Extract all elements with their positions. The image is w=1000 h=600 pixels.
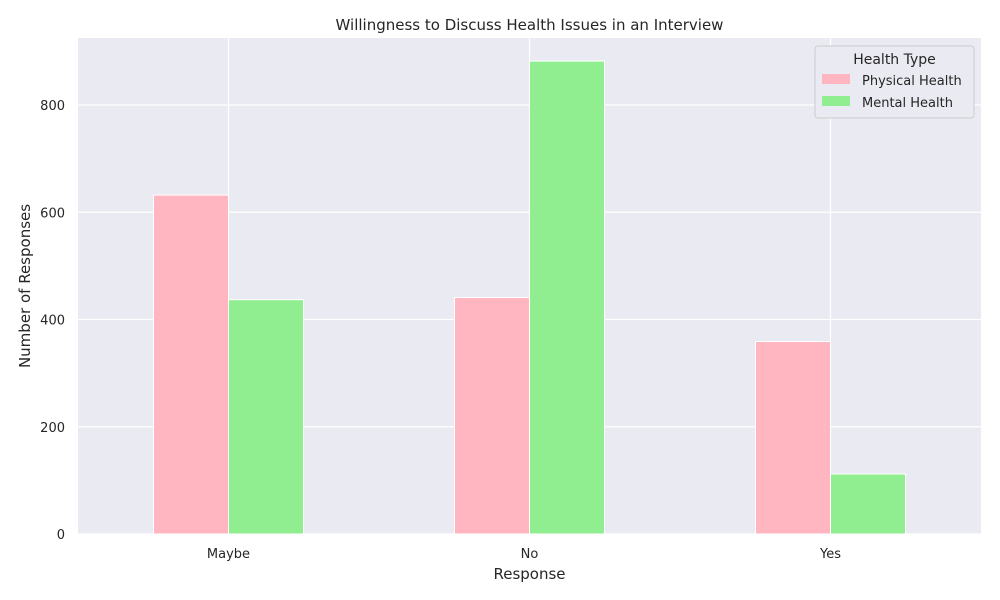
x-axis-label: Response <box>493 565 565 583</box>
y-tick-label: 0 <box>57 528 65 543</box>
bar-physical-health-maybe <box>153 194 229 535</box>
y-tick-label: 800 <box>40 99 65 114</box>
x-tick-label-no: No <box>521 547 539 562</box>
y-tick-label: 200 <box>40 421 65 436</box>
legend-swatch-physical-health <box>822 74 850 84</box>
x-tick-label-maybe: Maybe <box>207 547 250 562</box>
bar-physical-health-no <box>454 297 530 535</box>
legend: Health Type Physical Health Mental Healt… <box>814 45 975 119</box>
legend-label-mental-health: Mental Health <box>862 96 953 111</box>
bar-physical-health-yes <box>755 340 831 535</box>
bar-mental-health-no <box>529 60 605 535</box>
y-tick-label: 600 <box>40 206 65 221</box>
bars <box>153 60 906 535</box>
legend-title: Health Type <box>853 52 936 68</box>
x-tick-label-yes: Yes <box>819 547 841 562</box>
legend-box <box>814 45 975 119</box>
legend-label-physical-health: Physical Health <box>862 74 962 89</box>
bar-mental-health-maybe <box>228 299 304 535</box>
legend-swatch-mental-health <box>822 96 850 106</box>
x-tick-labels: Maybe No Yes <box>207 547 841 562</box>
bar-mental-health-yes <box>830 473 906 535</box>
chart-title: Willingness to Discuss Health Issues in … <box>336 16 724 34</box>
y-axis-label: Number of Responses <box>16 204 34 368</box>
y-tick-label: 400 <box>40 314 65 329</box>
y-tick-labels: 0 200 400 600 800 <box>40 99 65 543</box>
